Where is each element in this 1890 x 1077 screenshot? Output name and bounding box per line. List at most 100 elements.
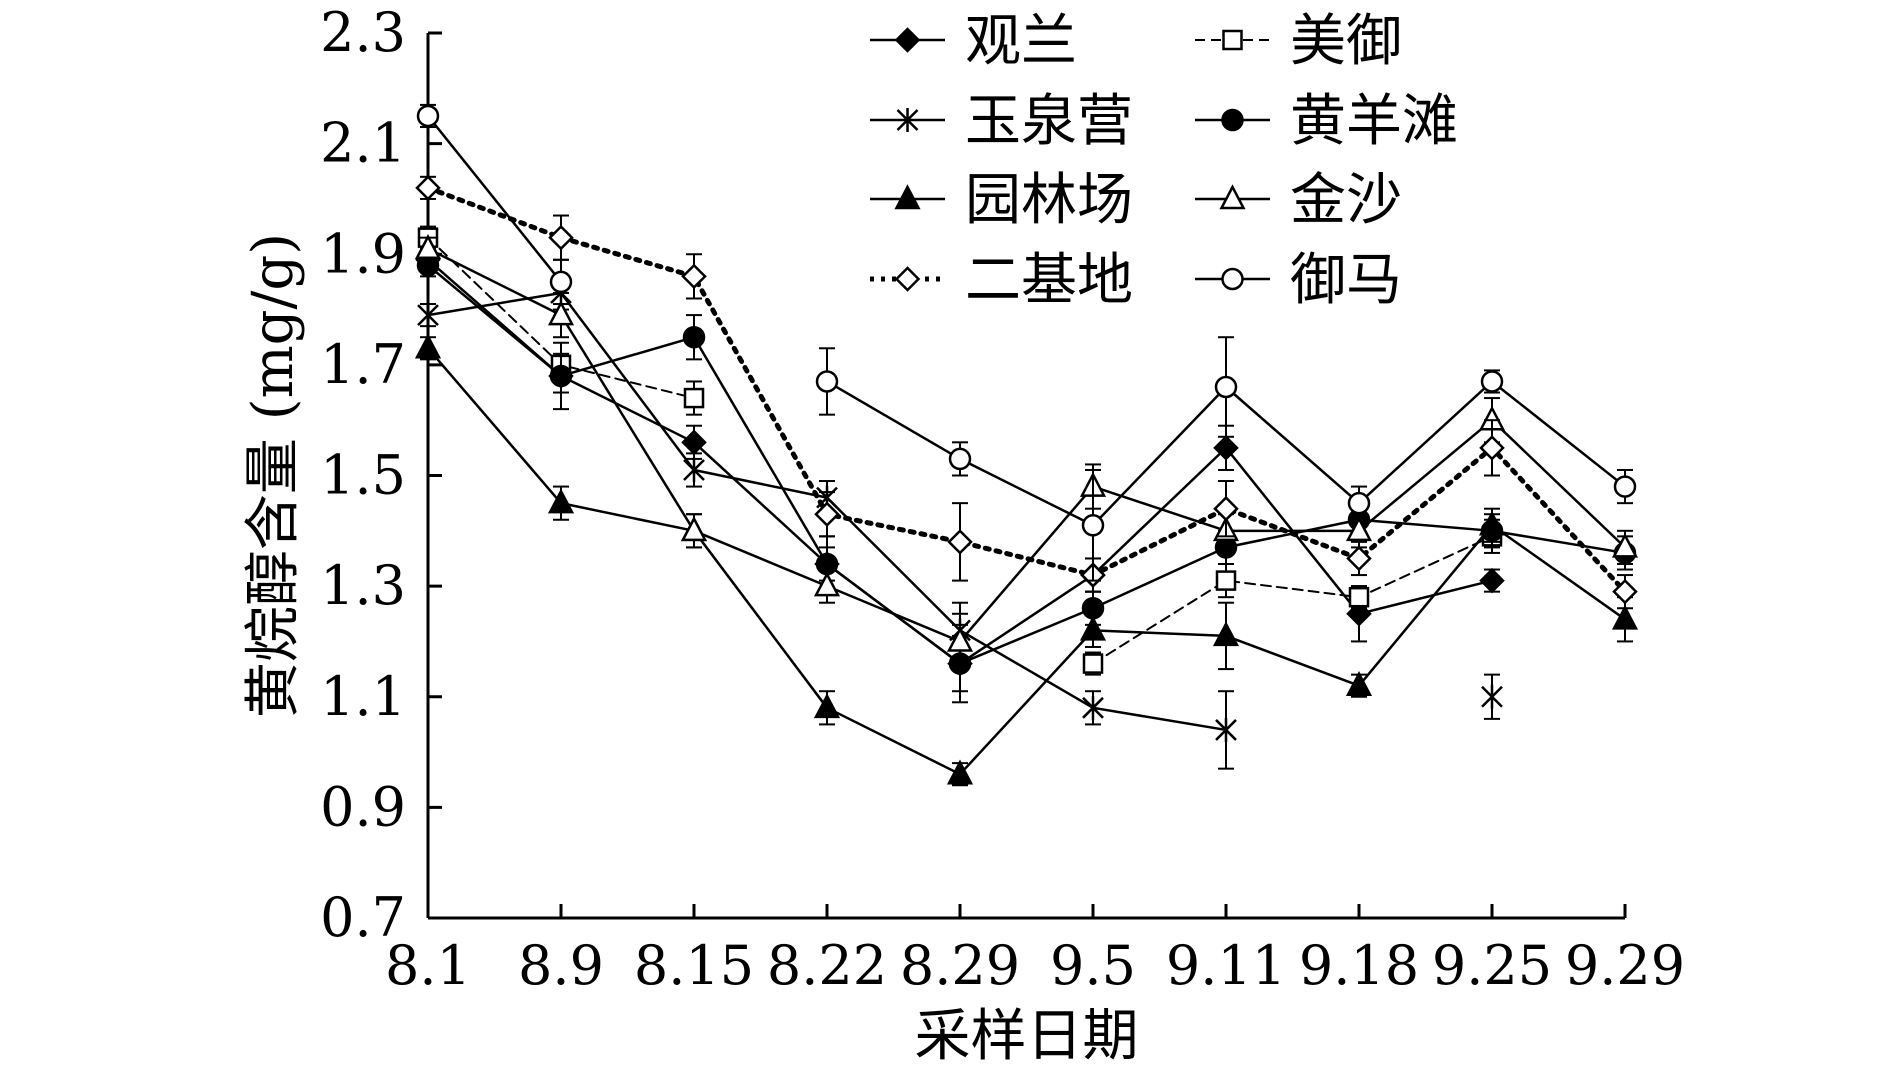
series-line	[426, 264, 1627, 665]
data-point	[547, 488, 575, 514]
data-point	[1478, 510, 1506, 536]
legend-label: 玉泉营	[965, 89, 1133, 154]
legend-label: 观兰	[965, 9, 1077, 74]
data-point	[1348, 586, 1370, 608]
data-point	[681, 263, 707, 290]
legend-item: 观兰	[870, 9, 1077, 74]
legend-item: 金沙	[1195, 168, 1402, 233]
data-point	[1346, 545, 1372, 572]
series-8	[416, 103, 1637, 582]
y-tick-label: 1.7	[320, 333, 406, 396]
legend-label: 园林场	[965, 168, 1133, 233]
data-point	[1215, 570, 1237, 591]
data-point	[680, 516, 708, 542]
plot-area	[414, 103, 1639, 787]
y-tick-label: 1.3	[320, 554, 406, 617]
legend-label: 御马	[1290, 248, 1402, 313]
data-point	[414, 333, 442, 359]
y-tick-label: 1.9	[320, 222, 406, 285]
legend-item: 御马	[1195, 248, 1402, 313]
series-line	[1092, 535, 1493, 665]
data-point	[814, 501, 840, 527]
y-tick-label: 1.5	[320, 444, 406, 507]
y-tick-label: 2.1	[320, 112, 406, 175]
legend-label: 美御	[1290, 9, 1402, 74]
data-point	[948, 447, 972, 471]
data-point	[1213, 495, 1239, 522]
legend-marker	[1219, 184, 1246, 210]
x-tick-label: 9.29	[1565, 934, 1685, 997]
x-tick-label: 8.22	[767, 934, 887, 997]
legend-marker	[894, 184, 921, 210]
data-point	[813, 693, 841, 719]
series-line	[426, 114, 563, 284]
data-point	[548, 224, 574, 251]
data-point	[946, 759, 974, 785]
legend-label: 金沙	[1290, 168, 1402, 233]
data-point	[414, 234, 442, 259]
x-tick-label: 8.1	[385, 934, 471, 997]
data-point	[547, 300, 575, 326]
data-point	[1612, 578, 1638, 605]
data-point	[1611, 604, 1639, 630]
data-point	[549, 270, 573, 294]
legend-item: 二基地	[870, 248, 1133, 313]
data-point	[1212, 621, 1240, 647]
axes: 0.70.91.11.31.51.71.92.12.38.1 8.9 8.15 8.2…	[320, 1, 1685, 997]
x-tick-label: 8.9	[518, 934, 604, 997]
data-point	[1345, 516, 1373, 542]
legend-label: 黄羊滩	[1290, 89, 1458, 154]
x-tick-label: 8.29	[900, 934, 1020, 997]
y-axis-title: 黄烷醇含量 (mg/g)	[241, 233, 306, 718]
data-point	[1347, 491, 1371, 515]
data-point	[417, 303, 439, 328]
data-point	[1213, 435, 1239, 461]
data-point	[1611, 532, 1639, 558]
legend-item: 园林场	[870, 168, 1133, 233]
data-point	[1215, 717, 1237, 742]
series-line	[425, 185, 1628, 595]
data-point	[1479, 567, 1505, 594]
data-point	[682, 325, 706, 349]
legend-marker	[1221, 108, 1244, 132]
series-7	[415, 175, 1638, 610]
data-point	[415, 175, 441, 201]
series-line	[426, 247, 1627, 643]
data-point	[813, 571, 841, 597]
legend-marker	[894, 266, 921, 292]
x-tick-label: 9.5	[1050, 934, 1136, 997]
data-point	[1480, 370, 1504, 393]
x-axis-title: 采样日期	[915, 1004, 1139, 1069]
data-point	[1214, 375, 1238, 399]
data-point	[1079, 615, 1107, 641]
y-tick-label: 0.7	[320, 886, 406, 949]
x-tick-label: 9.25	[1432, 934, 1552, 997]
legend-marker	[896, 108, 919, 132]
x-tick-label: 8.15	[634, 934, 754, 997]
legend-item: 美御	[1195, 9, 1402, 74]
y-tick-label: 2.3	[320, 1, 406, 64]
data-point	[947, 529, 973, 555]
legend-item: 黄羊滩	[1195, 89, 1458, 154]
data-point	[1081, 514, 1105, 537]
x-tick-label: 9.18	[1299, 934, 1419, 997]
legend-marker	[894, 27, 921, 53]
legend-item: 玉泉营	[870, 89, 1133, 154]
data-point	[1082, 695, 1104, 720]
data-point	[1613, 475, 1637, 498]
data-point	[1082, 653, 1104, 674]
data-point	[1479, 435, 1505, 461]
y-tick-label: 1.1	[320, 665, 406, 728]
data-point	[683, 387, 705, 409]
data-point	[1345, 670, 1373, 696]
series-4	[416, 253, 1637, 704]
legend-label: 二基地	[965, 248, 1133, 313]
legend-marker	[1222, 29, 1243, 51]
data-point	[683, 457, 705, 482]
x-tick-label: 9.11	[1166, 934, 1286, 997]
legend-marker	[1221, 267, 1244, 291]
series-line	[426, 347, 1627, 776]
data-point	[416, 104, 440, 128]
